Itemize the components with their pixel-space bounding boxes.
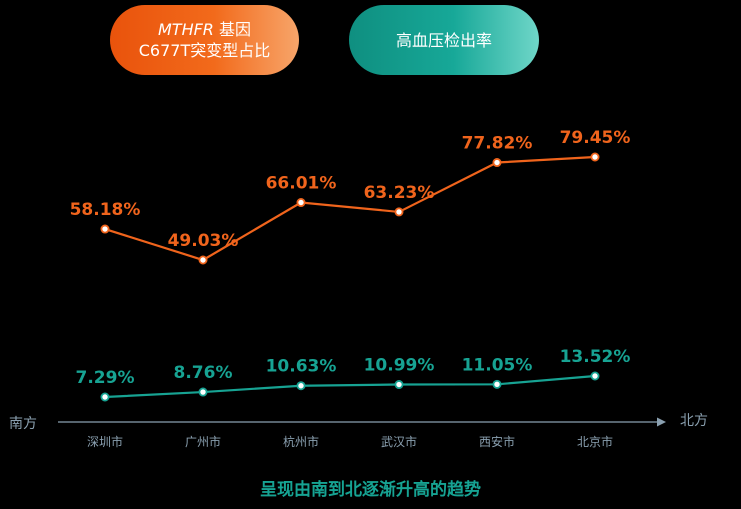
data-label: 49.03%	[168, 231, 239, 251]
footer-caption: 呈现由南到北逐渐升高的趋势	[260, 480, 481, 500]
series-line-mthfr	[104, 155, 596, 262]
data-point	[100, 392, 110, 402]
legend-orange-pill: MTHFR 基因 C677T突变型占比	[110, 5, 299, 75]
x-tick-label: 杭州市	[283, 434, 319, 449]
x-axis-arrow	[657, 417, 666, 427]
x-axis: 南方 北方	[9, 413, 708, 432]
axis-left-label: 南方	[9, 416, 37, 432]
x-tick-label: 武汉市	[381, 434, 417, 449]
data-point	[296, 381, 306, 391]
data-point	[198, 387, 208, 397]
data-label: 7.29%	[76, 368, 135, 388]
series-line-hypertension	[104, 374, 596, 399]
data-label: 13.52%	[560, 347, 631, 367]
x-tick-label: 西安市	[479, 434, 515, 449]
series-layer: 58.18% 49.03% 66.01% 63.23% 77.82% 79.45% 7.29…	[70, 128, 631, 402]
legend-orange-gene-suffix: 基因	[213, 20, 252, 39]
data-point	[590, 152, 600, 162]
data-label: 79.45%	[560, 128, 631, 148]
x-tick-label: 广州市	[185, 434, 221, 449]
data-point	[394, 207, 404, 217]
x-tick-labels: 深圳市 广州市 杭州市 武汉市 西安市 北京市	[87, 434, 613, 449]
legend-teal-label: 高血压检出率	[395, 30, 492, 50]
data-label: 11.05%	[462, 355, 533, 375]
data-point	[394, 380, 404, 390]
data-point	[198, 255, 208, 265]
data-label: 10.63%	[266, 357, 337, 377]
data-point	[492, 158, 502, 168]
data-label: 63.23%	[364, 183, 435, 203]
data-point	[296, 198, 306, 208]
data-label: 8.76%	[174, 363, 233, 383]
data-point	[492, 379, 502, 389]
legend-orange-gene: MTHFR	[157, 20, 214, 39]
data-label: 77.82%	[462, 134, 533, 154]
axis-right-label: 北方	[680, 413, 708, 429]
x-tick-label: 北京市	[577, 434, 613, 449]
data-point	[100, 224, 110, 234]
legend-orange-line1: MTHFR 基因	[158, 19, 251, 40]
legend-teal-pill: 高血压检出率	[349, 5, 539, 75]
data-label: 10.99%	[364, 356, 435, 376]
x-tick-label: 深圳市	[87, 434, 123, 449]
legend-orange-line2: C677T突变型占比	[138, 41, 271, 60]
data-label: 58.18%	[70, 200, 141, 220]
data-point	[590, 371, 600, 381]
data-label: 66.01%	[266, 174, 337, 194]
